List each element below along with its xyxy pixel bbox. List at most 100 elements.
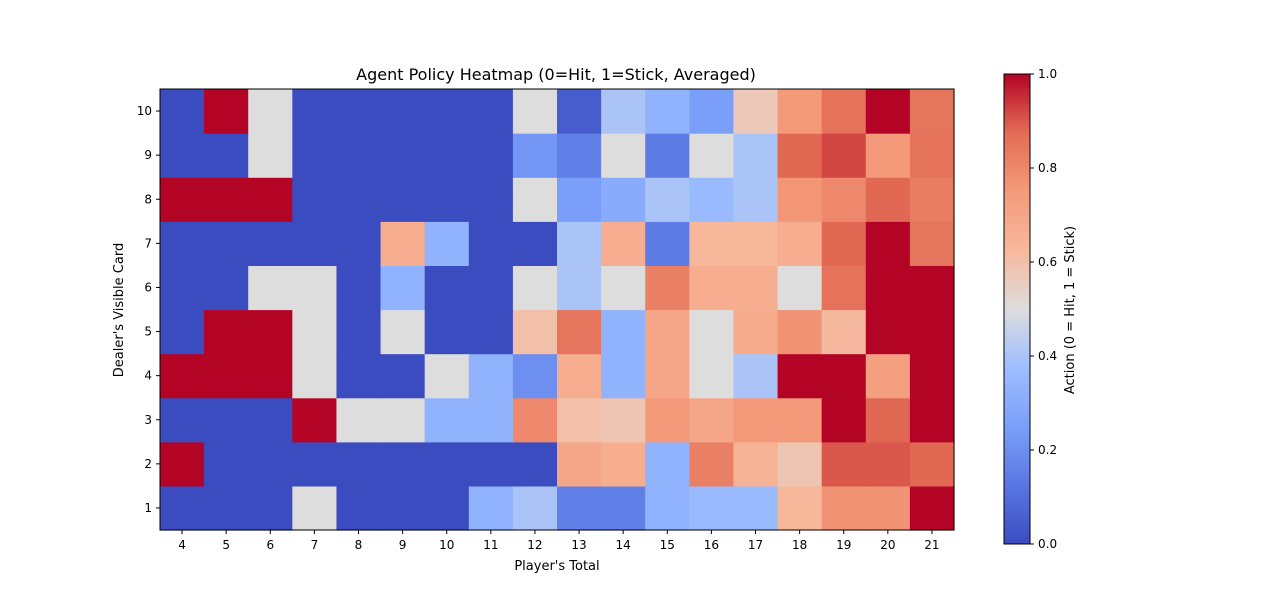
heatmap-cell (336, 441, 382, 487)
heatmap-cell (160, 265, 205, 311)
heatmap-cell (821, 133, 867, 178)
heatmap-cell (909, 89, 955, 134)
heatmap-cell (909, 353, 955, 399)
heatmap-cell (248, 397, 293, 443)
colorbar (1003, 73, 1031, 545)
heatmap-cell (909, 485, 955, 531)
heatmap-cell (292, 309, 338, 355)
heatmap-cell (689, 485, 735, 531)
heatmap-cell (204, 133, 249, 178)
heatmap-cell (601, 89, 646, 134)
heatmap-cell (512, 309, 558, 355)
heatmap-cell (468, 441, 514, 487)
heatmap-cell (160, 397, 205, 443)
heatmap-cell (645, 309, 690, 355)
heatmap-cell (512, 485, 558, 531)
colorbar-tick-label: 0.6 (1038, 255, 1057, 269)
heatmap-cell (777, 397, 823, 443)
heatmap-cell (865, 177, 911, 222)
heatmap-cell (909, 177, 955, 222)
heatmap-cell (733, 309, 779, 355)
heatmap-cell (601, 265, 646, 311)
heatmap-cell (512, 441, 558, 487)
heatmap-cell (204, 265, 249, 311)
heatmap-cell (733, 133, 779, 178)
heatmap-cell (468, 265, 514, 311)
heatmap-cell (248, 265, 293, 311)
heatmap-cell (160, 353, 205, 399)
heatmap-cell (821, 485, 867, 531)
heatmap-cell (865, 265, 911, 311)
heatmap-cell (777, 177, 823, 222)
y-axis-ticks: 1 2 3 4 5 6 7 8 9 10 (137, 104, 160, 515)
heatmap-cell (512, 177, 558, 222)
heatmap-cell (645, 177, 690, 222)
heatmap-cell (292, 221, 338, 266)
heatmap-cell (733, 397, 779, 443)
heatmap-cell (557, 397, 602, 443)
heatmap-cell (512, 221, 558, 266)
heatmap-cell (336, 133, 382, 178)
plot-frame (159, 88, 955, 531)
heatmap-cell (689, 353, 735, 399)
heatmap-cell (512, 265, 558, 311)
heatmap-cell (601, 397, 646, 443)
heatmap-cell (424, 353, 470, 399)
heatmap-cell (248, 221, 293, 266)
heatmap-cell (777, 441, 823, 487)
heatmap-cell (689, 89, 735, 134)
chart-title: Agent Policy Heatmap (0=Hit, 1=Stick, Av… (356, 65, 756, 84)
heatmap-cell (380, 441, 426, 487)
heatmap-cell (777, 133, 823, 178)
heatmap-cell (468, 397, 514, 443)
x-tick-label: 6 (266, 538, 274, 552)
y-tick-label: 2 (144, 457, 152, 471)
heatmap-cell (557, 353, 602, 399)
heatmap-cell (601, 485, 646, 531)
x-tick-label: 9 (399, 538, 407, 552)
heatmap-cell (248, 309, 293, 355)
x-tick-label: 16 (704, 538, 719, 552)
heatmap-cell (248, 133, 293, 178)
heatmap-cell (204, 485, 249, 531)
heatmap-cell (865, 397, 911, 443)
heatmap-cell (865, 353, 911, 399)
x-tick-label: 18 (792, 538, 807, 552)
heatmap-cell (292, 397, 338, 443)
heatmap-cell (645, 221, 690, 266)
heatmap-cell (336, 177, 382, 222)
heatmap-cell (160, 441, 205, 487)
heatmap-cell (689, 309, 735, 355)
heatmap-cell (380, 221, 426, 266)
heatmap-cell (557, 89, 602, 134)
heatmap-cell (468, 177, 514, 222)
heatmap-cell (821, 441, 867, 487)
x-tick-label: 13 (571, 538, 586, 552)
heatmap-cell (645, 485, 690, 531)
heatmap-cell (821, 221, 867, 266)
heatmap-cell (601, 309, 646, 355)
y-axis-label: Dealer's Visible Card (112, 243, 127, 377)
heatmap-cell (512, 353, 558, 399)
heatmap-cell (380, 397, 426, 443)
heatmap-cell (424, 441, 470, 487)
heatmap-cell (292, 441, 338, 487)
heatmap-cell (204, 177, 249, 222)
heatmap-cell (689, 221, 735, 266)
heatmap-cell (160, 309, 205, 355)
heatmap-cell (512, 89, 558, 134)
heatmap-cell (865, 89, 911, 134)
colorbar-ticks: 0.0 0.2 0.4 0.6 0.8 1.0 (1030, 67, 1057, 551)
heatmap-cell (336, 397, 382, 443)
colorbar-tick-label: 0.4 (1038, 349, 1057, 363)
heatmap-cell (512, 133, 558, 178)
heatmap-cell (292, 177, 338, 222)
x-tick-label: 15 (660, 538, 675, 552)
heatmap-cell (160, 485, 205, 531)
heatmap-cell (821, 177, 867, 222)
x-tick-label: 8 (355, 538, 363, 552)
y-tick-label: 8 (144, 192, 152, 206)
heatmap-cell (380, 353, 426, 399)
heatmap-cell (733, 265, 779, 311)
heatmap-cell (777, 353, 823, 399)
